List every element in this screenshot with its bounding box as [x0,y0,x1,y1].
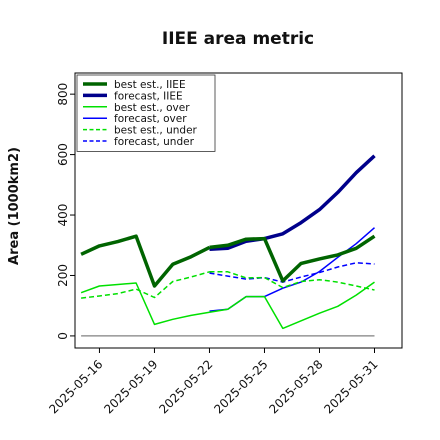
y-tick-label: 600 [56,143,70,166]
legend-label-3: forecast, over [114,113,187,125]
y-tick-label: 400 [56,204,70,227]
series-line-6 [209,234,376,283]
plot-area [80,154,376,337]
x-tick-label: 2025-05-28 [266,357,325,416]
series-line-5 [209,262,375,283]
x-tick-label: 2025-05-22 [156,357,215,416]
plot-frame [74,72,403,349]
x-tick-label: 2025-05-31 [321,357,380,416]
legend-label-4: best est., under [114,125,198,137]
y-tick-label: 800 [56,83,70,106]
legend-label-2: best est., over [114,102,190,114]
x-tick-label: 2025-05-19 [101,357,160,416]
legend-label-0: best est., IIEE [114,79,186,91]
x-tick-label: 2025-05-16 [46,357,105,416]
y-axis-label: Area (1000km2) [7,147,22,265]
y-tick-label: 200 [56,264,70,287]
x-tick-label: 2025-05-25 [211,357,270,416]
legend-label-1: forecast, IIEE [114,90,183,102]
series-line-8 [209,271,375,291]
series-line-0 [80,234,211,288]
series-line-7 [209,281,375,330]
legend-label-5: forecast, under [114,136,195,148]
series-line-1 [209,154,376,251]
legend-box [76,74,216,152]
series-line-4 [81,271,210,299]
series-line-2 [80,282,210,326]
chart-title: IIEE area metric [162,29,314,49]
y-tick-label: 0 [56,332,70,340]
